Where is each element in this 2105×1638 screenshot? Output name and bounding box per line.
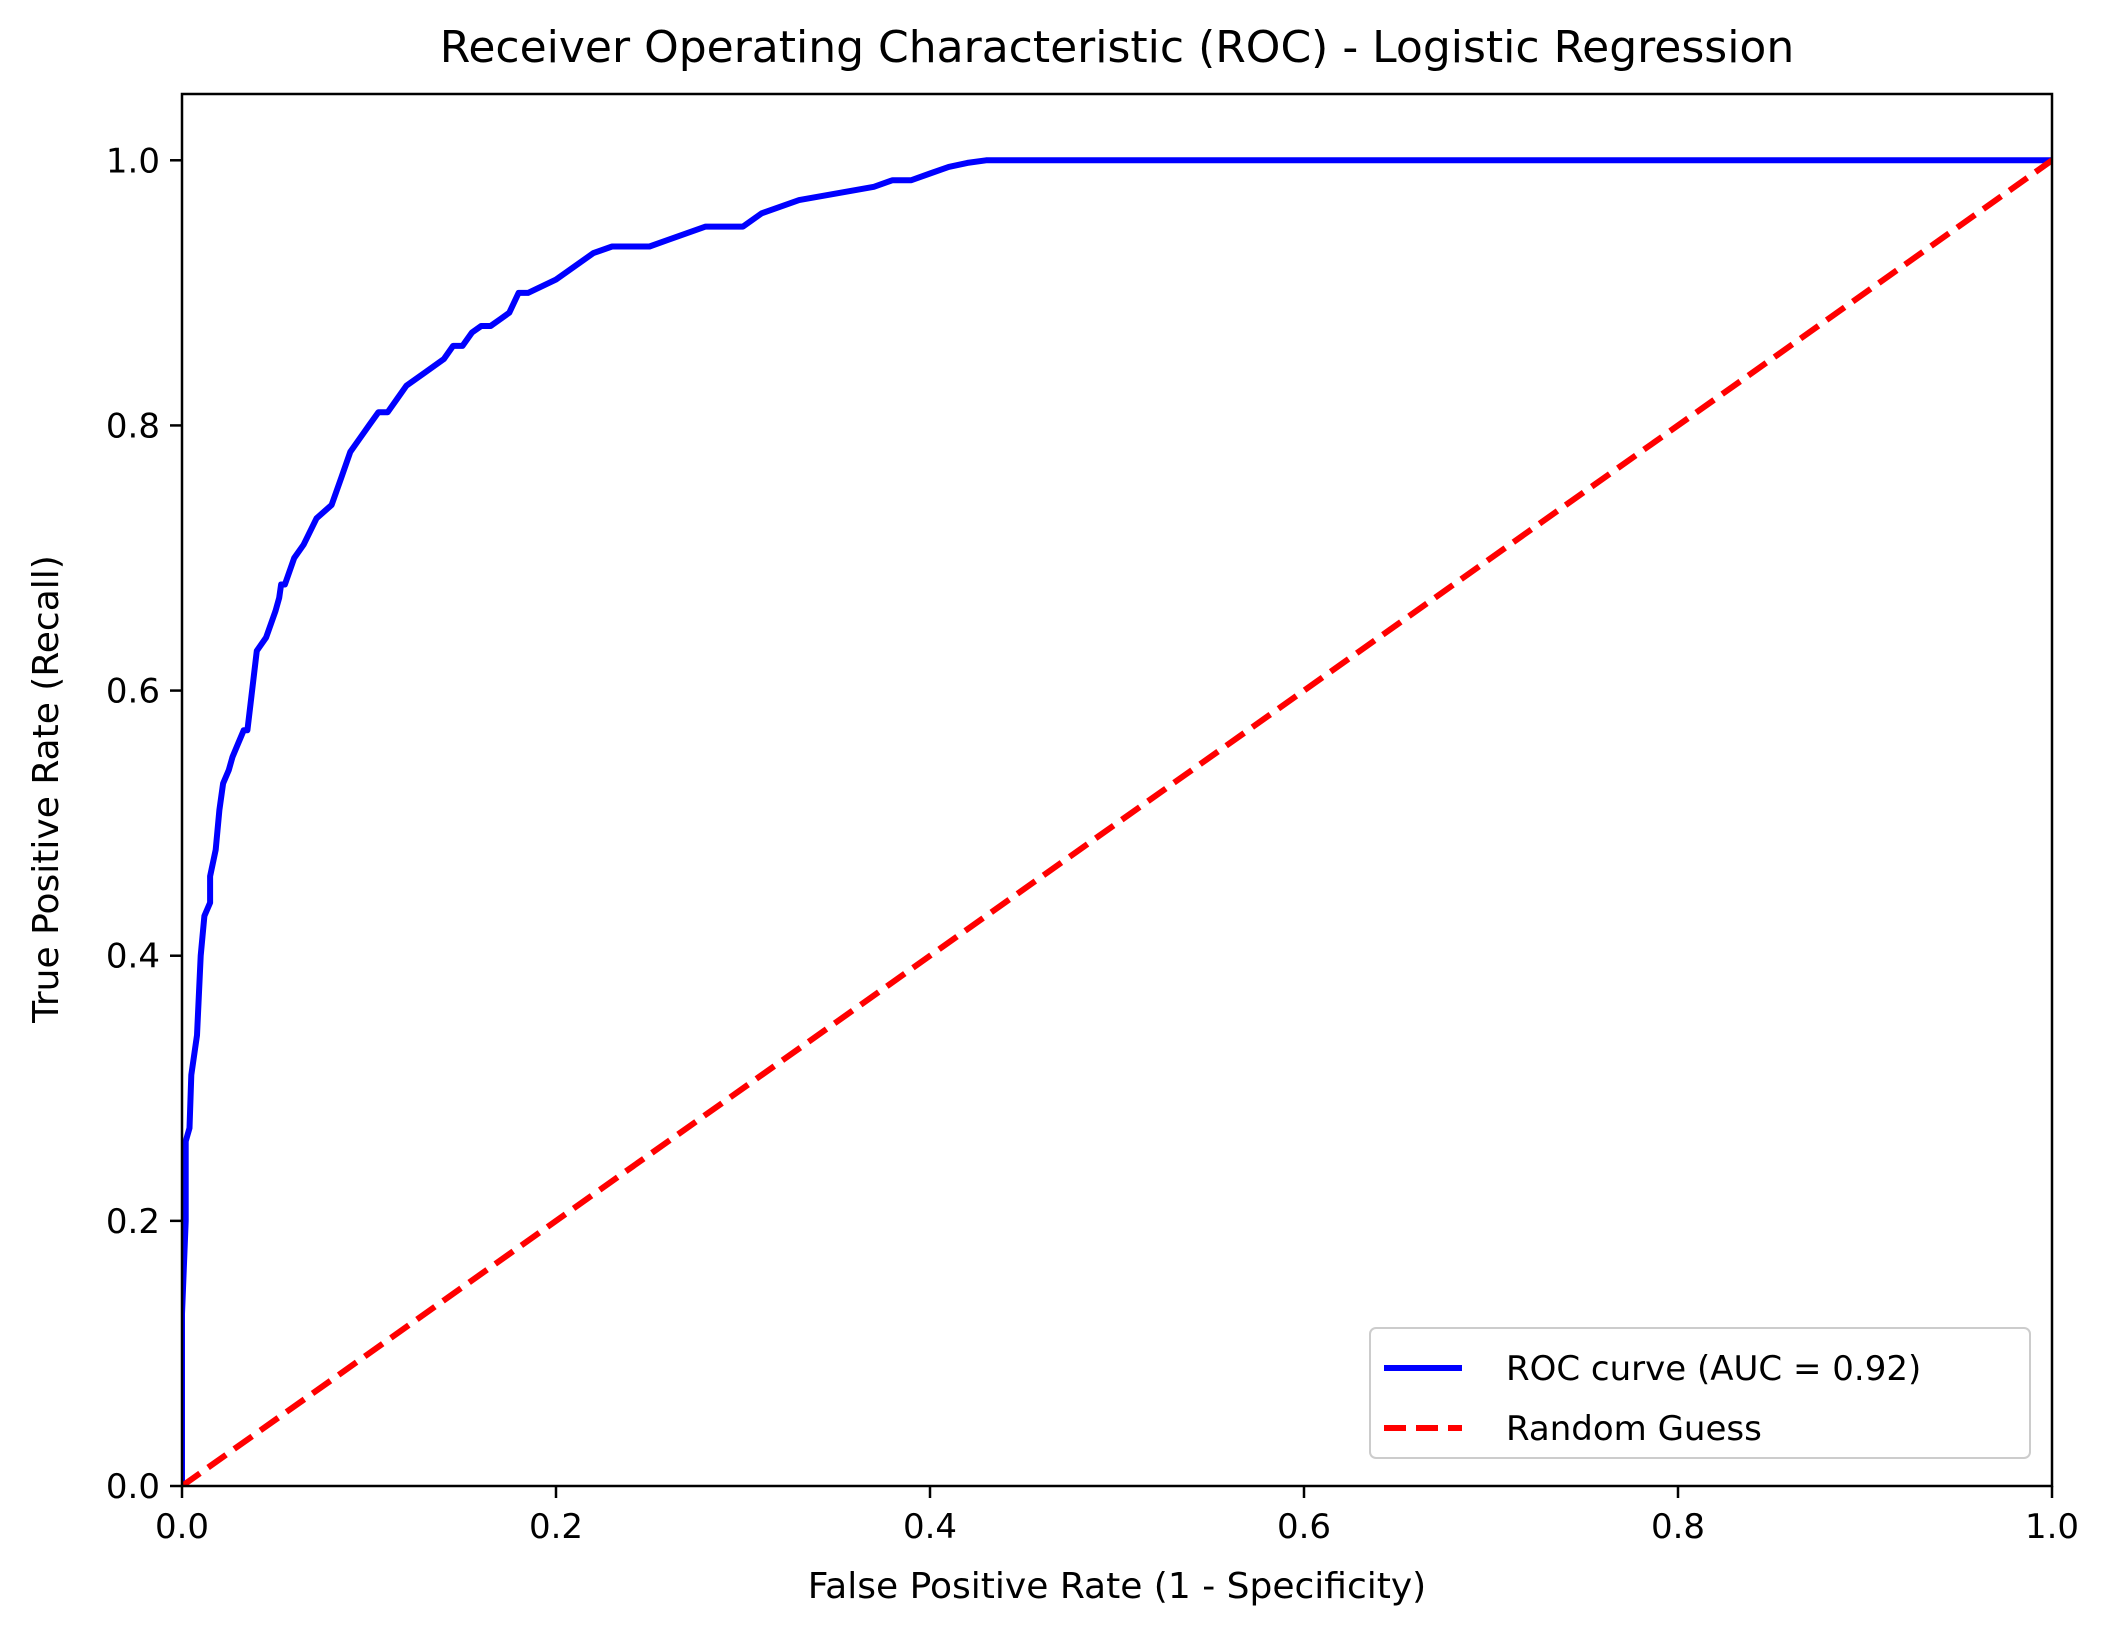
x-tick-label: 0.0: [155, 1507, 209, 1547]
chart-title: Receiver Operating Characteristic (ROC) …: [440, 22, 1795, 73]
y-tick-label: 0.2: [106, 1202, 160, 1242]
y-tick-label: 0.6: [106, 672, 160, 712]
y-tick-label: 0.0: [106, 1467, 160, 1507]
x-tick-label: 0.4: [903, 1507, 957, 1547]
legend-label: Random Guess: [1506, 1409, 1762, 1449]
x-tick-label: 1.0: [2025, 1507, 2079, 1547]
axes-frame: [180, 92, 2054, 1488]
y-axis-label: True Positive Rate (Recall): [26, 555, 67, 1024]
y-tick-label: 1.0: [106, 141, 160, 181]
x-tick-label: 0.8: [1651, 1507, 1705, 1547]
legend-label: ROC curve (AUC = 0.92): [1506, 1349, 1921, 1389]
x-tick-label: 0.6: [1277, 1507, 1331, 1547]
axes: 0.0 0.2 0.4 0.6 0.8 1.0 0.0 0.2 0.4 0.6 0.8 1.0: [106, 92, 2079, 1547]
x-tick-label: 0.2: [529, 1507, 583, 1547]
plot-area: [182, 157, 2052, 1486]
y-tick-label: 0.4: [106, 937, 160, 977]
x-axis-label: False Positive Rate (1 - Specificity): [808, 1566, 1426, 1607]
series-line-roc-curve: [182, 157, 2052, 1486]
series-line-random-guess: [182, 157, 2052, 1486]
y-tick-label: 0.8: [106, 406, 160, 446]
legend: ROC curve (AUC = 0.92) Random Guess: [1369, 1327, 2031, 1459]
legend-box: [1369, 1327, 2031, 1459]
